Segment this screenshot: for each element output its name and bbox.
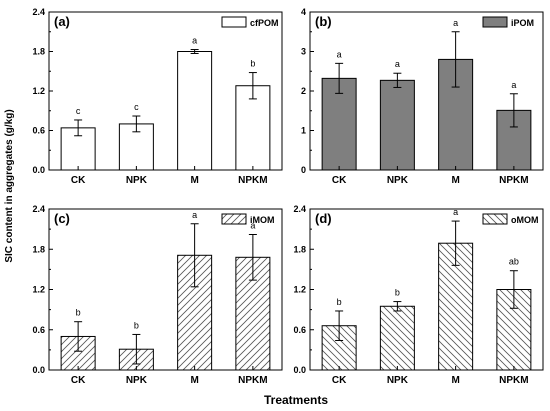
x-tick-label: NPKM (238, 175, 267, 186)
bar-npk (379, 79, 415, 171)
y-tick-label: 0.6 (293, 325, 306, 335)
panel-b: 0 1 2 3 4 a CK a NPK a Ma NPKM (b) iPOM (301, 7, 544, 186)
significance-letter: a (453, 18, 458, 28)
y-axis-title: SIC content in aggregates (g/kg) (4, 109, 15, 262)
y-tick-label: 2.4 (293, 204, 306, 214)
y-tick-label: 1.8 (32, 244, 45, 254)
legend-label: iPOM (511, 18, 534, 28)
significance-letter: c (134, 102, 139, 112)
y-tick-label: 1 (301, 126, 306, 136)
legend-label: cfPOM (250, 18, 279, 28)
significance-letter: a (511, 80, 516, 90)
x-tick-label: NPK (387, 175, 409, 186)
panel-label: (c) (54, 211, 70, 226)
x-tick-label: M (190, 175, 198, 186)
panel-label: (a) (54, 14, 70, 29)
y-tick-label: 1.2 (32, 285, 45, 295)
significance-letter: b (337, 297, 342, 307)
panel-label: (b) (315, 14, 332, 29)
legend-label: oMOM (511, 215, 539, 225)
significance-letter: a (337, 49, 342, 59)
x-tick-label: NPK (126, 375, 148, 386)
significance-letter: b (250, 59, 255, 69)
x-tick-label: NPKM (499, 375, 528, 386)
y-tick-label: 2.4 (32, 7, 45, 17)
legend-swatch (221, 213, 247, 225)
y-tick-label: 0.6 (32, 325, 45, 335)
y-tick-label: 0.6 (32, 126, 45, 136)
legend-swatch (482, 213, 508, 225)
x-tick-label: CK (71, 375, 86, 386)
x-tick-label: CK (71, 175, 86, 186)
x-tick-label: NPK (126, 175, 148, 186)
bar-m (177, 51, 213, 171)
x-tick-label: CK (332, 175, 347, 186)
panel-label: (d) (315, 211, 332, 226)
y-tick-label: 0.0 (32, 165, 45, 175)
y-tick-label: 1.2 (293, 285, 306, 295)
significance-letter: b (76, 308, 81, 318)
y-tick-label: 2 (301, 86, 306, 96)
y-tick-label: 1.2 (32, 86, 45, 96)
significance-letter: ab (509, 257, 519, 267)
y-tick-label: 0.0 (293, 365, 306, 375)
bar-npk (379, 305, 415, 371)
x-tick-label: NPKM (499, 175, 528, 186)
x-tick-label: M (190, 375, 198, 386)
significance-letter: b (395, 288, 400, 298)
y-tick-label: 2.4 (32, 204, 45, 214)
y-tick-label: 3 (301, 47, 306, 57)
significance-letter: a (192, 210, 197, 220)
legend-swatch (482, 16, 508, 28)
x-tick-label: CK (332, 375, 347, 386)
significance-letter: a (250, 220, 255, 230)
y-tick-label: 0 (301, 165, 306, 175)
panel-a: 0.0 0.6 1.2 1.8 2.4 c CK c NPK a Mb NPKM (a) cfPOM (32, 7, 283, 186)
legend-swatch (221, 16, 247, 28)
significance-letter: c (76, 106, 81, 116)
significance-letter: a (192, 36, 197, 46)
panel-c: 0.0 0.6 1.2 1.8 2.4 b CK b NPK a Ma NPKM (c) iMOM (32, 204, 283, 386)
significance-letter: b (134, 320, 139, 330)
y-tick-label: 1.8 (32, 47, 45, 57)
significance-letter: a (453, 207, 458, 217)
x-tick-label: NPK (387, 375, 409, 386)
panel-d: 0.0 0.6 1.2 1.8 2.4 b CK b NPK a Mab NPKM (d) oMOM (293, 204, 544, 386)
y-tick-label: 0.0 (32, 365, 45, 375)
x-tick-label: NPKM (238, 375, 267, 386)
significance-letter: a (395, 59, 400, 69)
y-tick-label: 1.8 (293, 244, 306, 254)
bar-npkm (235, 85, 271, 171)
x-axis-title: Treatments (264, 393, 328, 407)
y-tick-label: 4 (301, 7, 306, 17)
x-tick-label: M (451, 375, 459, 386)
x-tick-label: M (451, 175, 459, 186)
legend-label: iMOM (250, 215, 275, 225)
